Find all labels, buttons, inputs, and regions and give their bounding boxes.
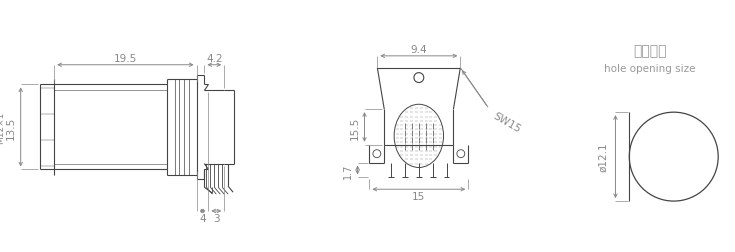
Text: 19.5: 19.5	[114, 54, 137, 64]
Text: 9.4: 9.4	[411, 45, 427, 55]
Text: 4: 4	[199, 213, 206, 223]
Text: SW15: SW15	[491, 111, 522, 134]
Text: 13.5: 13.5	[6, 116, 15, 139]
Text: 3: 3	[213, 213, 220, 223]
Text: 15: 15	[412, 191, 426, 201]
Text: hole opening size: hole opening size	[604, 64, 696, 73]
Text: 15.5: 15.5	[350, 116, 359, 139]
Text: 1.7: 1.7	[343, 163, 353, 178]
Text: M12×1: M12×1	[0, 111, 5, 144]
Text: 开孔尺寸: 开孔尺寸	[634, 44, 667, 58]
Text: ø12.1: ø12.1	[598, 142, 609, 172]
Text: 4.2: 4.2	[206, 54, 223, 64]
